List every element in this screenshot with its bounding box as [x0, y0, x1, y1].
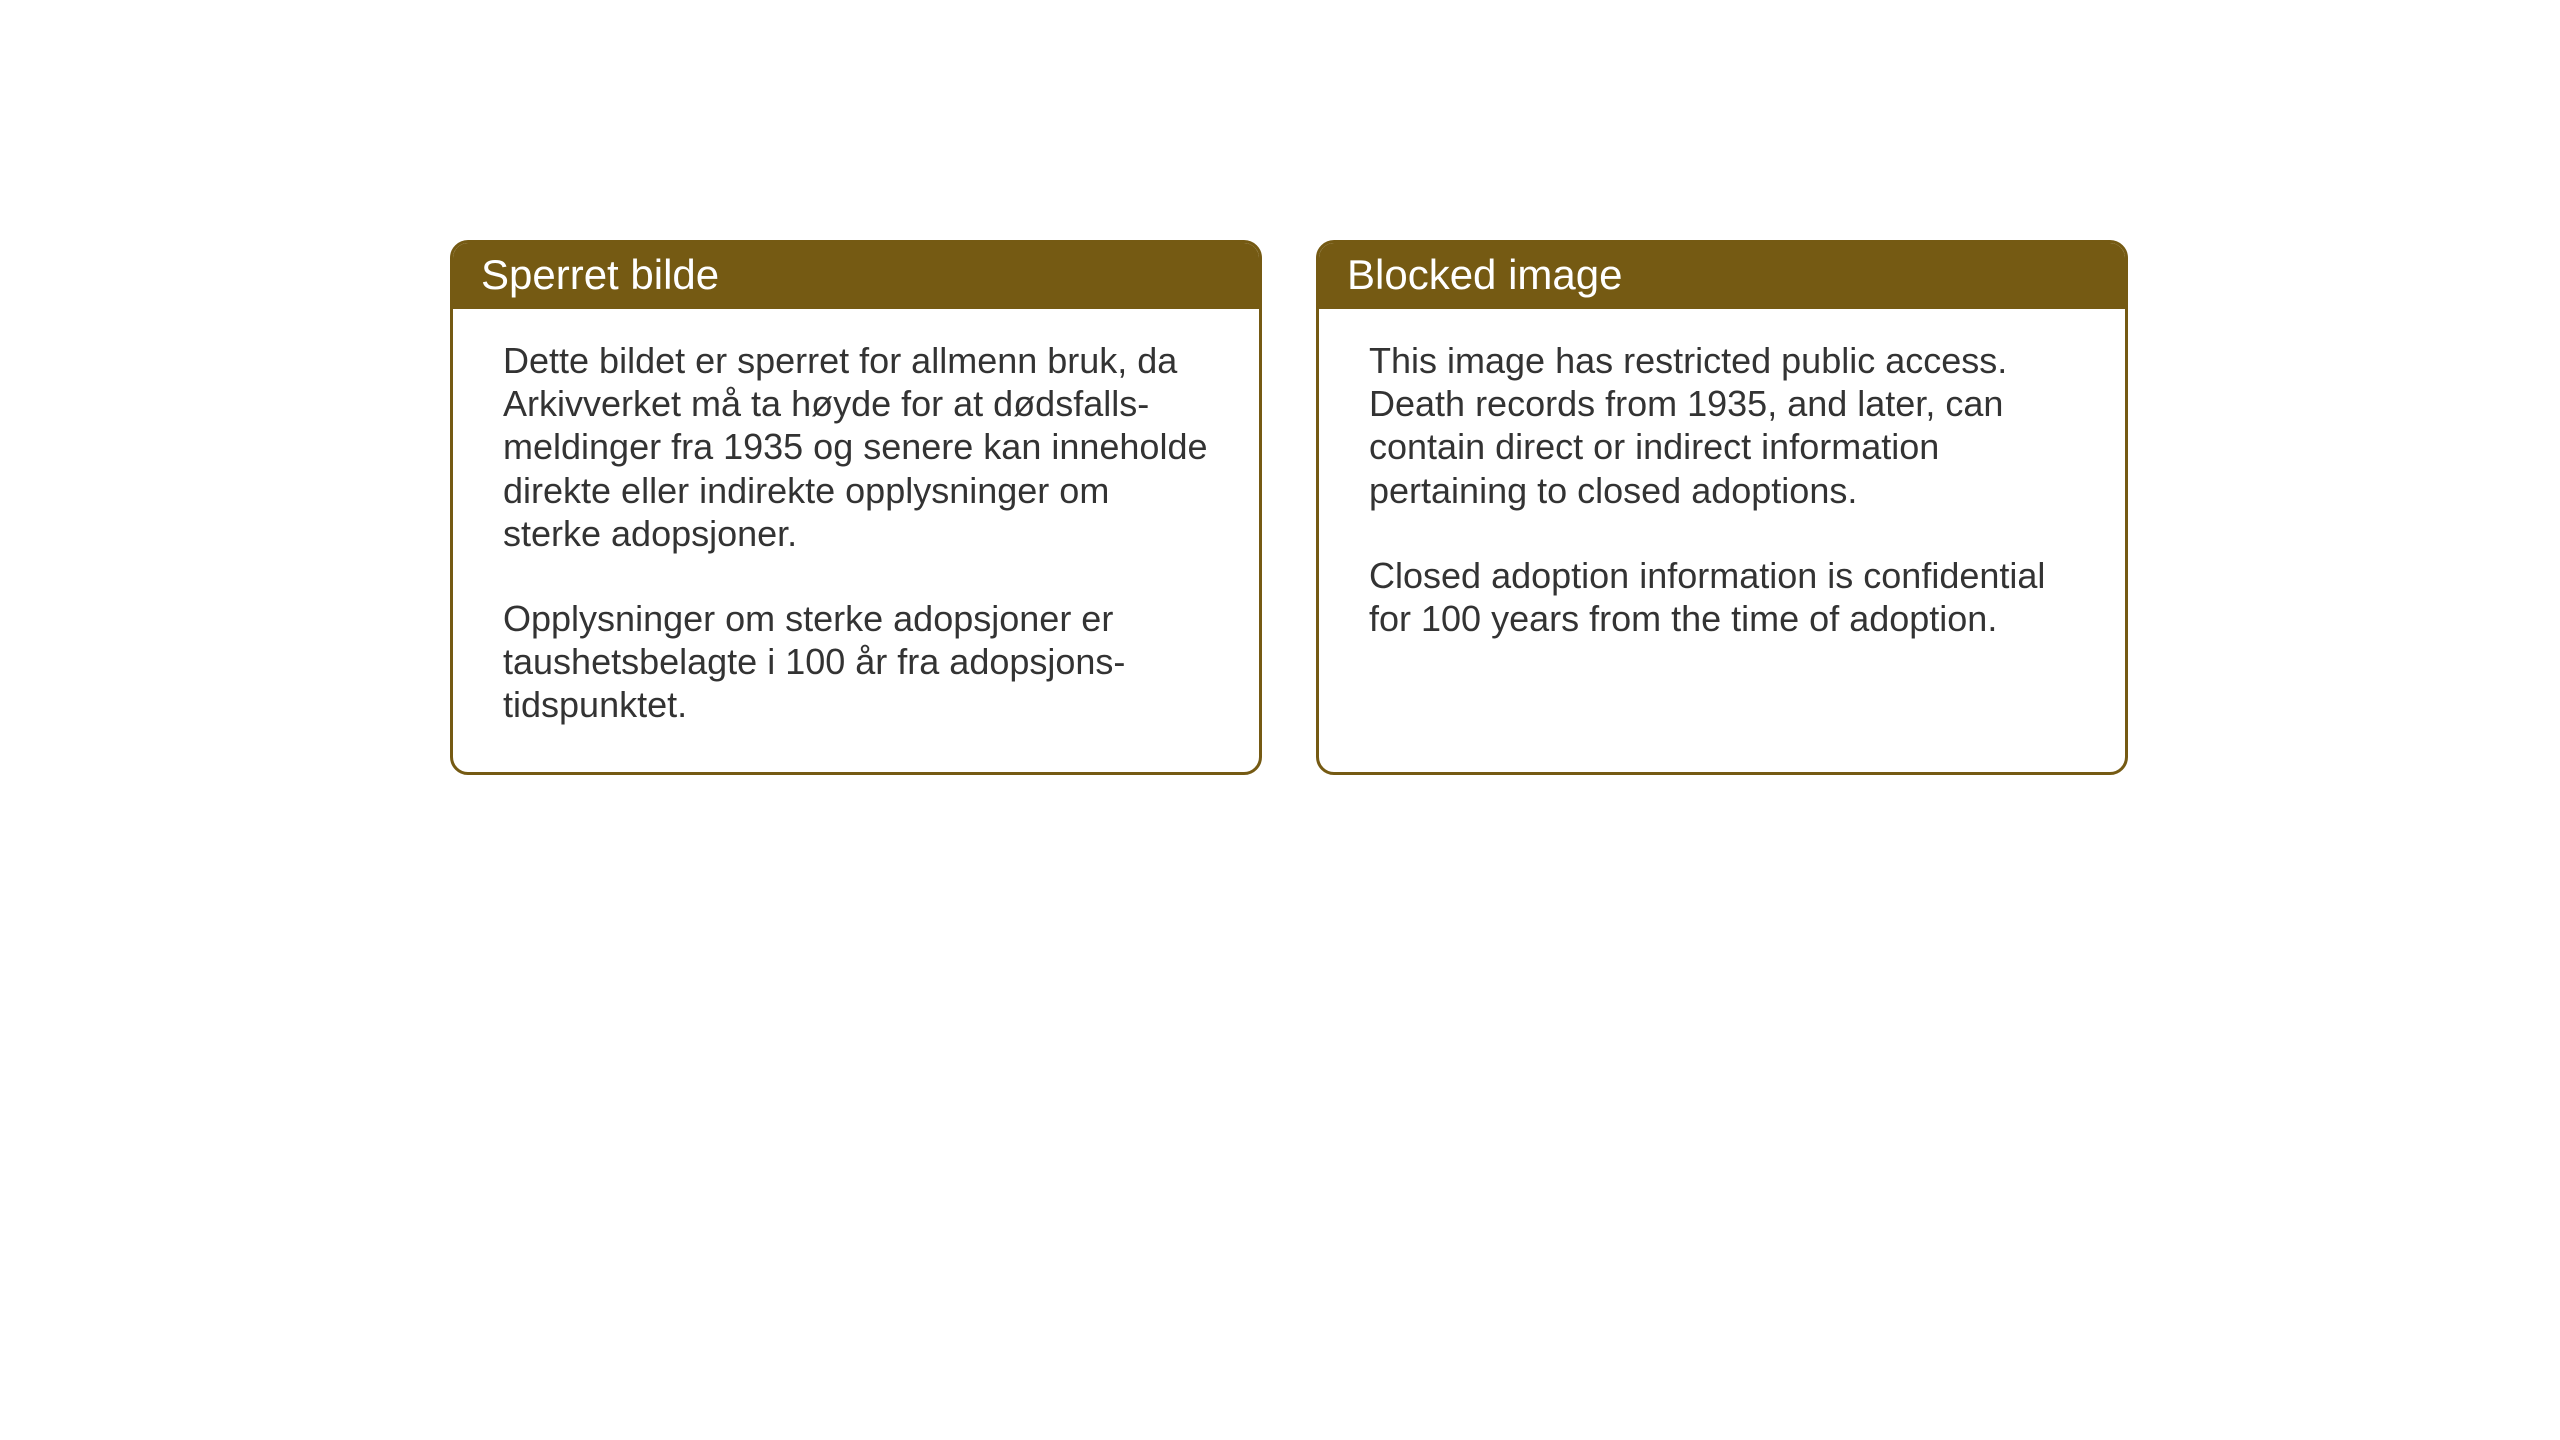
english-notice-card: Blocked image This image has restricted …: [1316, 240, 2128, 775]
norwegian-notice-card: Sperret bilde Dette bildet er sperret fo…: [450, 240, 1262, 775]
english-paragraph-1: This image has restricted public access.…: [1369, 339, 2075, 512]
norwegian-card-body: Dette bildet er sperret for allmenn bruk…: [453, 309, 1259, 772]
norwegian-paragraph-1: Dette bildet er sperret for allmenn bruk…: [503, 339, 1209, 555]
norwegian-paragraph-2: Opplysninger om sterke adopsjoner er tau…: [503, 597, 1209, 727]
english-paragraph-2: Closed adoption information is confident…: [1369, 554, 2075, 640]
notice-cards-container: Sperret bilde Dette bildet er sperret fo…: [450, 240, 2128, 775]
norwegian-card-title: Sperret bilde: [453, 243, 1259, 309]
english-card-title: Blocked image: [1319, 243, 2125, 309]
english-card-body: This image has restricted public access.…: [1319, 309, 2125, 685]
